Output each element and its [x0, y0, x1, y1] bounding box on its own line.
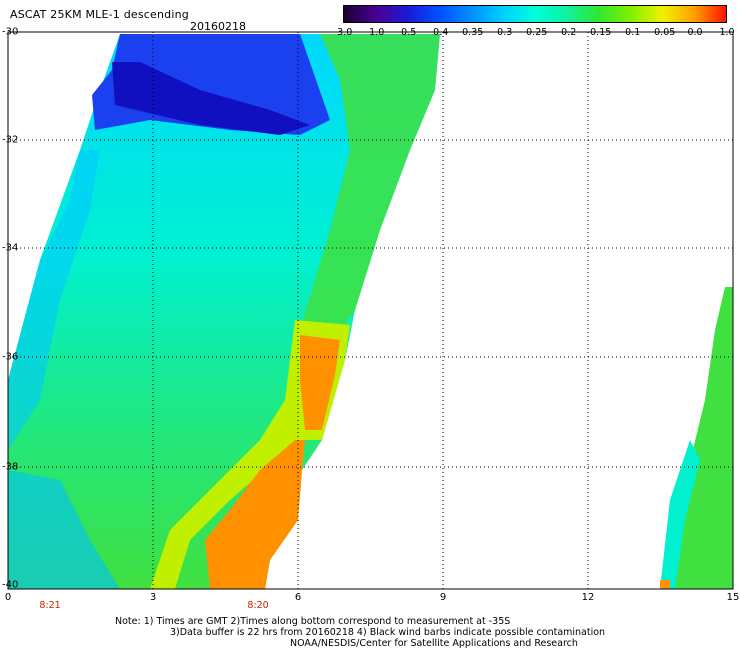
colorbar-label: -0.15 [586, 27, 612, 38]
lat-label: -38 [2, 461, 19, 473]
colorbar-label: -0.3 [493, 27, 513, 38]
colorbar-label: -0.25 [522, 27, 548, 38]
lon-label: 6 [294, 592, 302, 603]
plot-frame [7, 31, 734, 590]
colorbar-label: 0.0 [687, 27, 703, 38]
lon-label: 12 [581, 592, 595, 603]
map-date: 20160218 [190, 20, 246, 33]
note-line-3: NOAA/NESDIS/Center for Satellite Applica… [290, 638, 578, 649]
lat-label: -40 [2, 579, 19, 591]
colorbar [343, 5, 727, 23]
lon-label: 9 [439, 592, 447, 603]
dark-blue-core [112, 62, 310, 135]
orange-region-top [300, 335, 340, 430]
lightblue-left [8, 150, 100, 450]
lightblue-bottom-left [8, 470, 120, 589]
lat-label: -32 [2, 134, 19, 146]
colorbar-label: -0.1 [621, 27, 641, 38]
colorbar-label: -3.0 [333, 27, 353, 38]
map-title: ASCAT 25KM MLE-1 descending [10, 8, 189, 21]
lat-label: -34 [2, 242, 19, 254]
orange-region-bottom [205, 440, 305, 589]
right-swath-cyan [660, 440, 700, 589]
time-label-0821: 8:21 [39, 600, 61, 611]
main-swath [8, 34, 440, 589]
colorbar-label: 1.0 [719, 27, 735, 38]
note-line-2: 3)Data buffer is 22 hrs from 20160218 4)… [170, 627, 606, 638]
note-line-1: Note: 1) Times are GMT 2)Times along bot… [115, 616, 511, 627]
time-label-0820: 8:20 [247, 600, 269, 611]
colorbar-label: -0.05 [650, 27, 676, 38]
lon-label: 3 [149, 592, 157, 603]
green-band [300, 34, 440, 330]
colorbar-label: -0.5 [397, 27, 417, 38]
colorbar-label: -0.2 [557, 27, 577, 38]
lat-label: -36 [2, 351, 19, 363]
lon-label: 15 [726, 592, 740, 603]
lon-label: 0 [4, 592, 12, 603]
right-swath-orange [660, 580, 670, 589]
lat-label: -30 [2, 26, 19, 38]
colorbar-label: -0.35 [458, 27, 484, 38]
yellow-front [150, 320, 350, 589]
colorbar-label: -1.0 [365, 27, 385, 38]
colorbar-label: -0.4 [429, 27, 449, 38]
